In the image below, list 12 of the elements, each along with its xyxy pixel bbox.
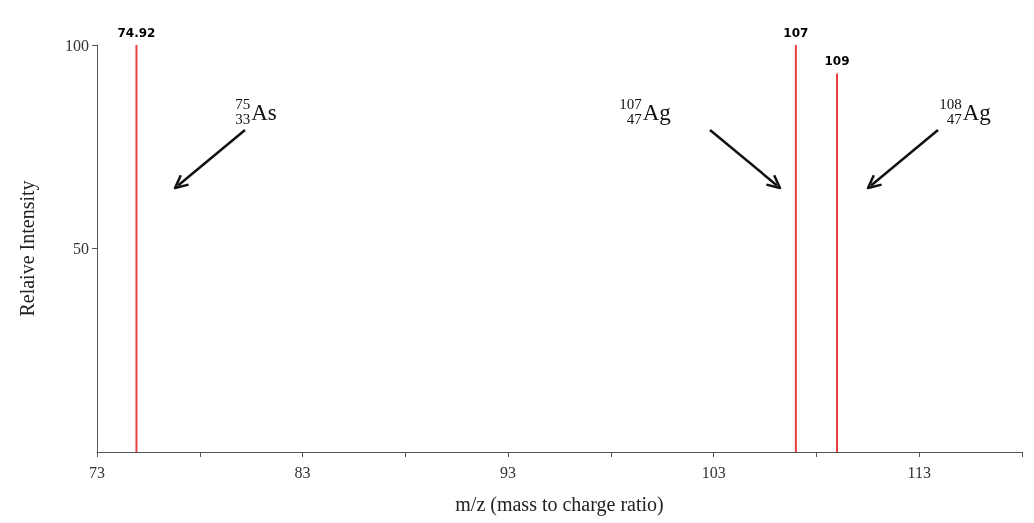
x-tick-label: 113 xyxy=(907,463,931,481)
y-tick-label: 50 xyxy=(73,240,89,257)
y-tick-label: 100 xyxy=(65,36,89,54)
annotation: 109 xyxy=(824,54,850,69)
y-axis-title: Relaive Intensity xyxy=(16,180,39,317)
x-tick-label: 103 xyxy=(701,463,726,481)
x-tick-label: 83 xyxy=(294,463,311,481)
annotation: 107 xyxy=(783,26,809,40)
x-tick-label: 93 xyxy=(500,463,517,481)
x-tick-label: 73 xyxy=(89,463,105,481)
annotation: 74.92 xyxy=(117,26,156,40)
x-axis-title: m/z (mass to charge ratio) xyxy=(455,493,664,516)
